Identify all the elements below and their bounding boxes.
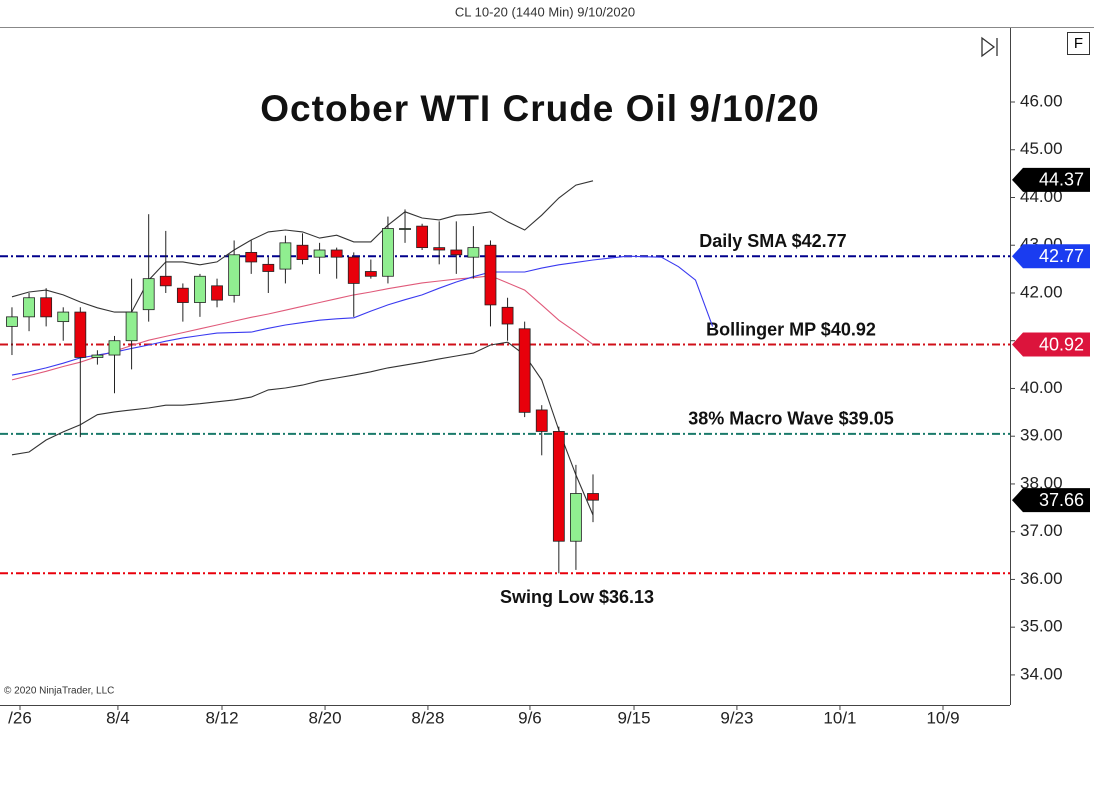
f-button-label[interactable]: F: [1074, 35, 1083, 52]
candle-body: [245, 251, 258, 263]
chart-title: October WTI Crude Oil 9/10/20: [260, 88, 819, 129]
candle-body: [467, 247, 480, 258]
candle-body: [142, 278, 155, 311]
level-label: Daily SMA $42.77: [699, 231, 846, 251]
candle-body: [330, 249, 343, 258]
y-tick-label: 39.00: [1020, 426, 1063, 445]
candle-body: [501, 306, 514, 325]
candle-body: [484, 244, 497, 306]
candle-body: [570, 493, 582, 542]
candle-body: [176, 287, 189, 303]
x-tick-label: 8/4: [106, 708, 130, 727]
y-tick-label: 35.00: [1020, 617, 1063, 636]
candle-body: [296, 244, 309, 260]
y-tick-label: 38.00: [1020, 473, 1063, 492]
indicator-line: [11, 255, 714, 376]
candle-body: [382, 228, 394, 277]
candle-body: [279, 242, 292, 270]
candle-body: [364, 271, 377, 277]
candle-body: [518, 328, 531, 413]
candle-body: [228, 254, 241, 296]
y-tick-label: 45.00: [1020, 139, 1063, 158]
play-icon[interactable]: [981, 36, 998, 58]
candle-body: [535, 409, 548, 432]
candle-body: [74, 311, 87, 358]
price-badge-label: 44.37: [1039, 170, 1084, 190]
price-badge-label: 42.77: [1039, 246, 1084, 266]
y-tick-label: 40.00: [1020, 378, 1063, 397]
price-badge: [1012, 488, 1090, 513]
x-tick-label: 9/6: [518, 708, 542, 727]
level-label: 38% Macro Wave $39.05: [688, 409, 893, 429]
price-badge: [1012, 244, 1090, 269]
level-label: Swing Low $36.13: [500, 587, 654, 607]
y-tick-label: 34.00: [1020, 664, 1063, 683]
price-badge-label: 40.92: [1039, 334, 1084, 354]
candle-body: [313, 249, 326, 258]
candle-body: [262, 263, 275, 272]
candle-body: [108, 340, 121, 356]
y-tick-label: 42.00: [1020, 282, 1063, 301]
x-tick-label: 8/28: [411, 708, 444, 727]
candle-body: [211, 285, 223, 301]
play-icon-shape[interactable]: [981, 36, 996, 58]
candle-body: [194, 275, 206, 303]
candle-body: [23, 297, 35, 318]
candle-body: [40, 297, 53, 318]
candle-body: [416, 225, 429, 249]
candle-body: [6, 316, 18, 327]
candle-body: [91, 354, 104, 358]
indicator-line: [11, 341, 594, 516]
x-tick-label: 10/1: [823, 708, 856, 727]
candle-body: [159, 275, 172, 287]
price-badge: [1012, 332, 1090, 357]
y-tick-label: 46.00: [1020, 91, 1063, 110]
indicator-line: [11, 180, 594, 313]
x-tick-label: 9/23: [720, 708, 753, 727]
candle-body: [433, 247, 446, 251]
candle-body: [347, 256, 360, 284]
candle-body: [552, 431, 565, 542]
f-button[interactable]: [1067, 32, 1090, 55]
candle-body: [125, 311, 138, 342]
x-tick-label: 10/9: [926, 708, 959, 727]
price-badge: [1012, 167, 1090, 192]
copyright: © 2020 NinjaTrader, LLC: [4, 686, 114, 697]
x-tick-label: 9/15: [617, 708, 650, 727]
candle-body: [587, 493, 599, 501]
candle-body: [450, 249, 463, 256]
level-label: Bollinger MP $40.92: [706, 319, 876, 339]
candle-body: [399, 228, 411, 230]
y-tick-label: 36.00: [1020, 569, 1063, 588]
candle-body: [57, 311, 70, 323]
x-tick-label: 8/20: [308, 708, 341, 727]
x-tick-label: /26: [8, 708, 32, 727]
x-tick-label: 8/12: [205, 708, 238, 727]
y-tick-label: 37.00: [1020, 521, 1063, 540]
price-badge-label: 37.66: [1039, 490, 1084, 510]
header: CL 10-20 (1440 Min) 9/10/2020: [455, 4, 635, 19]
